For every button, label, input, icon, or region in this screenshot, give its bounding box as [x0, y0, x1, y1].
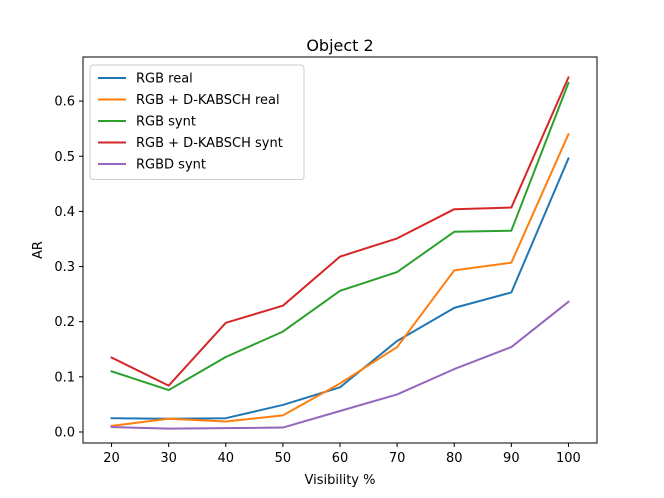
- legend-label: RGB + D-KABSCH synt: [136, 136, 283, 151]
- x-tick-label: 40: [218, 451, 235, 466]
- legend-label: RGBD synt: [136, 158, 206, 173]
- y-tick-label: 0.1: [54, 370, 75, 385]
- y-tick-label: 0.3: [54, 260, 75, 275]
- y-tick-label: 0.6: [54, 95, 75, 110]
- chart-title: Object 2: [306, 36, 373, 55]
- x-tick-label: 100: [556, 451, 581, 466]
- legend: RGB real RGB + D-KABSCH real RGB synt RGB +…: [89, 64, 305, 180]
- x-tick-label: 70: [389, 451, 406, 466]
- x-tick-label: 80: [446, 451, 463, 466]
- series-line-3: [110, 81, 570, 392]
- series-line-5: [110, 300, 570, 430]
- legend-box: [89, 64, 305, 180]
- y-tick-label: 0.0: [54, 425, 75, 440]
- y-tick-label: 0.5: [54, 150, 75, 165]
- series-line-1: [110, 157, 570, 420]
- y-tick-label: 0.2: [54, 315, 75, 330]
- x-tick-label: 90: [503, 451, 520, 466]
- x-tick-label: 50: [275, 451, 292, 466]
- x-tick-label: 20: [103, 451, 120, 466]
- legend-label: RGB + D-KABSCH real: [136, 93, 280, 108]
- legend-label: RGB synt: [136, 115, 196, 130]
- x-tick-label: 30: [160, 451, 177, 466]
- x-tick-label: 60: [332, 451, 349, 466]
- legend-label: RGB real: [136, 72, 193, 87]
- series-line-4: [110, 76, 570, 387]
- y-tick-label: 0.4: [54, 205, 75, 220]
- x-axis-title: Visibility %: [305, 473, 376, 488]
- y-axis-title: AR: [31, 241, 46, 259]
- series-line-2: [110, 132, 570, 428]
